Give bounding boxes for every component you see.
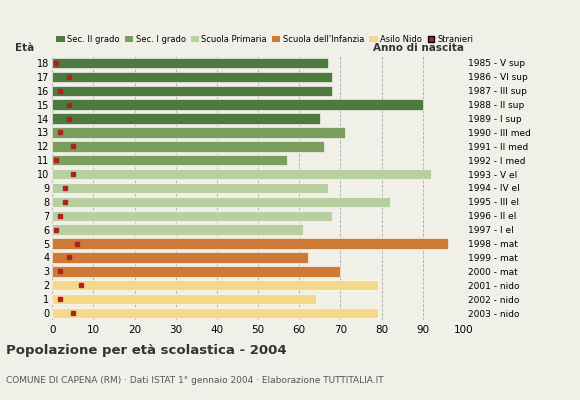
- Text: Popolazione per età scolastica - 2004: Popolazione per età scolastica - 2004: [6, 344, 287, 357]
- Bar: [52, 86, 332, 96]
- Bar: [52, 169, 431, 179]
- Bar: [52, 100, 423, 110]
- Bar: [52, 113, 320, 124]
- Bar: [52, 238, 448, 249]
- Bar: [52, 280, 378, 290]
- Bar: [52, 183, 328, 193]
- Text: Anno di nascita: Anno di nascita: [373, 43, 464, 53]
- Bar: [52, 155, 287, 166]
- Bar: [52, 58, 328, 68]
- Bar: [52, 210, 332, 221]
- Bar: [52, 224, 303, 235]
- Bar: [52, 141, 324, 152]
- Bar: [52, 308, 378, 318]
- Bar: [52, 197, 390, 207]
- Bar: [52, 266, 340, 276]
- Text: COMUNE DI CAPENA (RM) · Dati ISTAT 1° gennaio 2004 · Elaborazione TUTTITALIA.IT: COMUNE DI CAPENA (RM) · Dati ISTAT 1° ge…: [6, 376, 383, 385]
- Text: Età: Età: [15, 43, 34, 53]
- Bar: [52, 294, 316, 304]
- Bar: [52, 252, 307, 263]
- Legend: Sec. II grado, Sec. I grado, Scuola Primaria, Scuola dell'Infanzia, Asilo Nido, : Sec. II grado, Sec. I grado, Scuola Prim…: [56, 35, 474, 44]
- Bar: [52, 72, 332, 82]
- Bar: [52, 127, 345, 138]
